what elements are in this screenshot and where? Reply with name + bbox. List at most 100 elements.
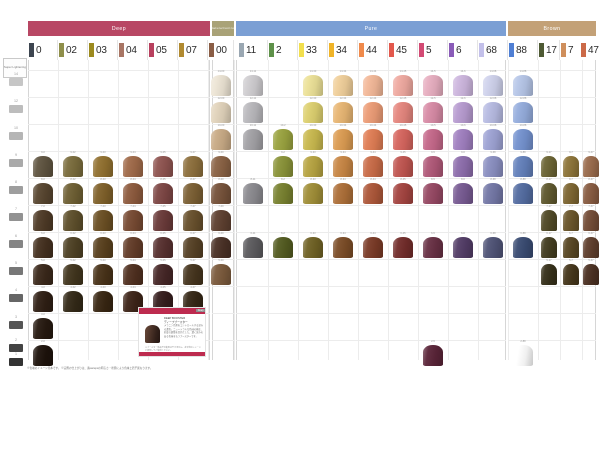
swatch-cell[interactable]: 8-11: [238, 178, 268, 205]
swatch-cell[interactable]: 10-6: [448, 124, 478, 151]
group-bar-pure[interactable]: Pure: [236, 21, 506, 36]
swatch-cell[interactable]: 7-03: [88, 205, 118, 232]
level-badge-2[interactable]: [9, 344, 23, 352]
swatch-cell[interactable]: 6-45: [388, 232, 418, 259]
swatch-cell[interactable]: 6-44: [358, 232, 388, 259]
swatch-cell[interactable]: 8-44: [358, 178, 388, 205]
swatch-cell[interactable]: 9-45: [388, 151, 418, 178]
swatch-cell[interactable]: 4-05: [148, 286, 178, 313]
swatch-cell[interactable]: 6-07: [178, 232, 208, 259]
swatch-cell[interactable]: 8-17: [538, 178, 560, 205]
swatch-cell[interactable]: 9-88: [508, 151, 538, 178]
swatch-cell[interactable]: 7-04: [118, 205, 148, 232]
swatch-cell[interactable]: 8-02: [58, 178, 88, 205]
group-bar-deep[interactable]: Deep: [28, 21, 210, 36]
swatch-cell[interactable]: 4-04: [118, 286, 148, 313]
swatch-cell[interactable]: 10-45: [388, 124, 418, 151]
group-bar-nature-control[interactable]: Nature Control: [210, 21, 235, 36]
swatch-cell[interactable]: 10-5: [418, 124, 448, 151]
level-badge-4[interactable]: [9, 294, 23, 302]
level-badge-8[interactable]: [9, 186, 23, 194]
swatch-cell[interactable]: 9-6: [448, 151, 478, 178]
swatch-cell[interactable]: 4-07: [178, 286, 208, 313]
swatch-cell[interactable]: 8-45: [388, 178, 418, 205]
swatch-cell[interactable]: 14-5: [418, 70, 448, 97]
swatch-cell[interactable]: 9-47: [580, 151, 600, 178]
swatch-cell[interactable]: 8-5: [418, 178, 448, 205]
swatch-cell[interactable]: 8-04: [118, 178, 148, 205]
swatch-cell[interactable]: 6-88: [508, 232, 538, 259]
swatch-cell[interactable]: 4-03: [88, 286, 118, 313]
swatch-cell[interactable]: 4-02: [58, 286, 88, 313]
swatch-cell[interactable]: 9-03: [88, 151, 118, 178]
swatch-cell[interactable]: 5-7: [560, 259, 582, 286]
swatch-cell[interactable]: 6-00: [208, 232, 234, 259]
swatch-cell[interactable]: 10-44: [358, 124, 388, 151]
swatch-cell[interactable]: 8-6: [448, 178, 478, 205]
swatch-cell[interactable]: 12-45: [388, 97, 418, 124]
swatch-cell[interactable]: 12-44: [358, 97, 388, 124]
swatch-cell[interactable]: 2-88: [508, 340, 538, 367]
swatch-cell[interactable]: 7-07: [178, 205, 208, 232]
swatch-cell[interactable]: 6-68: [478, 232, 508, 259]
swatch-cell[interactable]: 8-0: [28, 178, 58, 205]
swatch-cell[interactable]: 9-68: [478, 151, 508, 178]
swatch-cell[interactable]: 14-68: [478, 70, 508, 97]
swatch-cell[interactable]: 8-03: [88, 178, 118, 205]
swatch-cell[interactable]: 8-2: [268, 178, 298, 205]
swatch-cell[interactable]: 9-07: [178, 151, 208, 178]
swatch-cell[interactable]: 14-00: [208, 70, 234, 97]
swatch-cell[interactable]: 14-44: [358, 70, 388, 97]
swatch-cell[interactable]: 12-00: [208, 97, 234, 124]
swatch-cell[interactable]: 10-68: [478, 124, 508, 151]
level-badge-1[interactable]: [9, 358, 23, 366]
swatch-cell[interactable]: 5-17: [538, 259, 560, 286]
swatch-cell[interactable]: 7-7: [560, 205, 582, 232]
swatch-cell[interactable]: 6-02: [58, 232, 88, 259]
swatch-cell[interactable]: 8-34: [328, 178, 358, 205]
level-badge-5[interactable]: [9, 267, 23, 275]
swatch-cell[interactable]: 5-05: [148, 259, 178, 286]
swatch-cell[interactable]: 8-7: [560, 178, 582, 205]
swatch-cell[interactable]: 3-0: [28, 313, 58, 340]
swatch-cell[interactable]: 7-47: [580, 205, 600, 232]
swatch-cell[interactable]: 6-7: [560, 232, 582, 259]
swatch-cell[interactable]: 2-5: [418, 340, 448, 367]
swatch-cell[interactable]: 9-04: [118, 151, 148, 178]
swatch-cell[interactable]: 10-34: [328, 124, 358, 151]
level-badge-12[interactable]: [9, 105, 23, 113]
swatch-cell[interactable]: 14-88: [508, 70, 538, 97]
swatch-cell[interactable]: 6-11: [238, 232, 268, 259]
swatch-cell[interactable]: 5-00: [208, 259, 234, 286]
deep-booster-card[interactable]: Deep DEEP BOOSTER ディープブースター メラニン色素をコントロー…: [138, 307, 206, 357]
column-header-44[interactable]: 44: [358, 40, 388, 60]
column-header-00[interactable]: 00: [208, 40, 234, 60]
swatch-cell[interactable]: 10-88: [508, 124, 538, 151]
swatch-cell[interactable]: 12-68: [478, 97, 508, 124]
swatch-cell[interactable]: 6-34: [328, 232, 358, 259]
swatch-cell[interactable]: 5-0: [28, 259, 58, 286]
swatch-cell[interactable]: 7-17: [538, 205, 560, 232]
swatch-cell[interactable]: 7-02: [58, 205, 88, 232]
swatch-cell[interactable]: 6-17: [538, 232, 560, 259]
column-header-07[interactable]: 07: [178, 40, 208, 60]
level-badge-10[interactable]: [9, 132, 23, 140]
swatch-cell[interactable]: 14-45: [388, 70, 418, 97]
swatch-cell[interactable]: 10-33: [298, 124, 328, 151]
column-header-34[interactable]: 34: [328, 40, 358, 60]
column-header-47[interactable]: 47: [580, 40, 600, 60]
swatch-cell[interactable]: 9-34: [328, 151, 358, 178]
swatch-cell[interactable]: 9-0: [28, 151, 58, 178]
level-badge-9[interactable]: [9, 159, 23, 167]
swatch-cell[interactable]: 8-47: [580, 178, 600, 205]
column-header-2[interactable]: 2: [268, 40, 298, 60]
swatch-cell[interactable]: 10-11: [238, 124, 268, 151]
column-header-33[interactable]: 33: [298, 40, 328, 60]
swatch-cell[interactable]: 5-04: [118, 259, 148, 286]
column-header-17[interactable]: 17: [538, 40, 560, 60]
swatch-cell[interactable]: 8-88: [508, 178, 538, 205]
column-header-88[interactable]: 88: [508, 40, 538, 60]
column-header-7[interactable]: 7: [560, 40, 582, 60]
column-header-05[interactable]: 05: [148, 40, 178, 60]
swatch-cell[interactable]: 12-88: [508, 97, 538, 124]
